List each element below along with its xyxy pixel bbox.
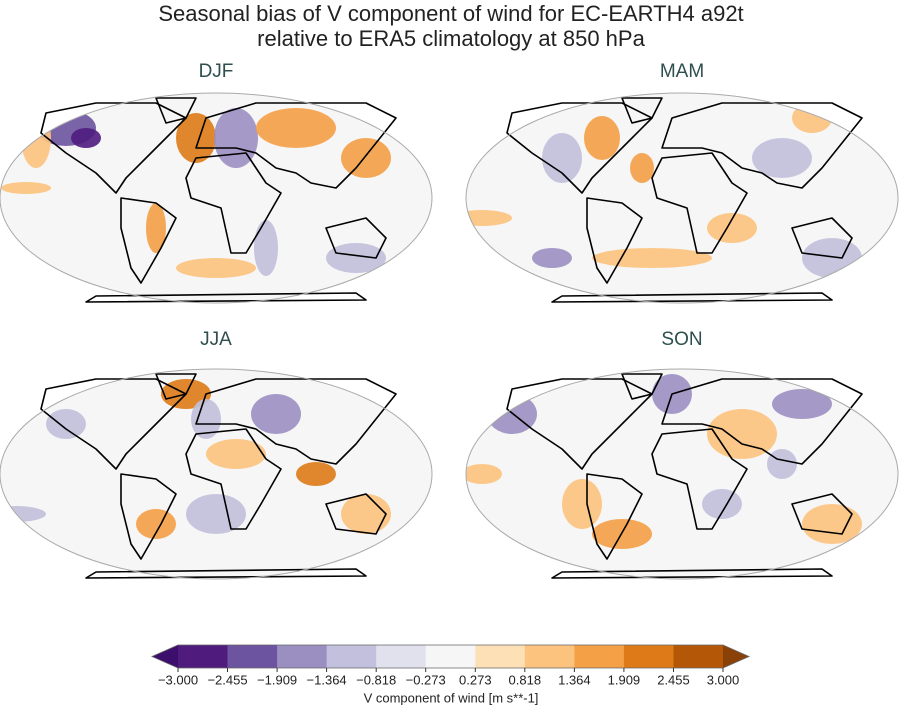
map	[465, 368, 899, 580]
panel-title: DJF	[199, 61, 234, 82]
anomaly-region	[341, 138, 391, 178]
anomaly-region	[802, 504, 862, 544]
anomaly-region	[562, 479, 602, 529]
panel-title: JJA	[200, 329, 232, 350]
anomaly-region	[584, 116, 620, 160]
anomaly-region	[326, 243, 386, 273]
map-field	[0, 93, 432, 303]
colorbar-tick-label: 0.818	[509, 672, 542, 687]
panels: DJF MAM JJA SON	[0, 61, 899, 580]
anomaly-region	[186, 494, 246, 534]
colorbar-tick-label: −3.000	[158, 672, 198, 687]
colorbar-segment	[227, 645, 278, 668]
anomaly-region	[176, 258, 256, 278]
anomaly-region	[792, 103, 832, 133]
map	[465, 92, 899, 304]
anomaly-region	[254, 220, 278, 276]
map-field	[466, 93, 898, 303]
anomaly-region	[71, 128, 101, 148]
anomaly-region	[191, 399, 221, 439]
map-border	[0, 92, 433, 304]
colorbar-tick-label: 1.364	[558, 672, 591, 687]
anomaly-region	[772, 389, 832, 419]
colorbar-tick-label: 3.000	[707, 672, 740, 687]
anomaly-region	[592, 248, 712, 268]
colorbar: −3.000 −2.455 −1.909 −1.364 −0.818 −0.273 0.27…	[151, 644, 750, 687]
colorbar-segment	[673, 645, 724, 668]
colorbar-tick-label: −2.455	[207, 672, 247, 687]
anomaly-region	[707, 213, 757, 243]
map-border	[465, 92, 899, 304]
colorbar-segment	[524, 645, 575, 668]
anomaly-region	[46, 409, 86, 439]
colorbar-segment	[623, 645, 674, 668]
anomaly-region	[136, 509, 176, 539]
colorbar-label: V component of wind [m s**-1]	[364, 690, 539, 705]
colorbar-segment	[425, 645, 476, 668]
anomaly-region	[296, 462, 336, 486]
map-border	[0, 368, 433, 580]
panel-title: MAM	[660, 61, 704, 82]
anomaly-region	[532, 248, 572, 268]
colorbar-segment	[376, 645, 427, 668]
colorbar-tick-label: −1.909	[257, 672, 297, 687]
map-background	[0, 369, 432, 579]
anomaly-region	[802, 238, 862, 278]
colorbar-tick-label: −0.273	[406, 672, 446, 687]
anomaly-region	[542, 133, 582, 183]
anomaly-region	[214, 108, 258, 168]
colorbar-segment	[475, 645, 526, 668]
colorbar-segment	[574, 645, 625, 668]
colorbar-segment	[178, 645, 229, 668]
anomaly-region	[341, 494, 391, 534]
colorbar-segment	[277, 645, 328, 668]
anomaly-region	[466, 464, 502, 484]
title: Seasonal bias of V component of wind for…	[158, 1, 743, 26]
map-field	[0, 369, 432, 579]
anomaly-region	[176, 113, 216, 163]
anomaly-region	[752, 138, 812, 178]
colorbar-tick-label: 0.273	[459, 672, 492, 687]
map-field	[466, 369, 898, 579]
anomaly-region	[466, 210, 512, 226]
anomaly-region	[630, 153, 654, 183]
anomaly-region	[702, 489, 742, 519]
anomaly-region	[251, 394, 301, 434]
colorbar-extend-high	[723, 645, 749, 668]
map	[0, 368, 433, 580]
map-border	[465, 368, 899, 580]
colorbar-tick-label: −1.364	[307, 672, 347, 687]
colorbar-tick-label: 2.455	[657, 672, 690, 687]
anomaly-region	[146, 203, 166, 253]
panel-title: SON	[661, 329, 702, 350]
anomaly-region	[206, 439, 266, 469]
map	[0, 92, 433, 304]
colorbar-extend-low	[152, 645, 178, 668]
colorbar-tick-label: −0.818	[356, 672, 396, 687]
colorbar-segment	[326, 645, 377, 668]
anomaly-region	[256, 108, 336, 148]
anomaly-region	[1, 182, 51, 194]
colorbar-tick-label: 1.909	[608, 672, 641, 687]
subtitle: relative to ERA5 climatology at 850 hPa	[257, 26, 645, 51]
anomaly-region	[767, 449, 797, 479]
